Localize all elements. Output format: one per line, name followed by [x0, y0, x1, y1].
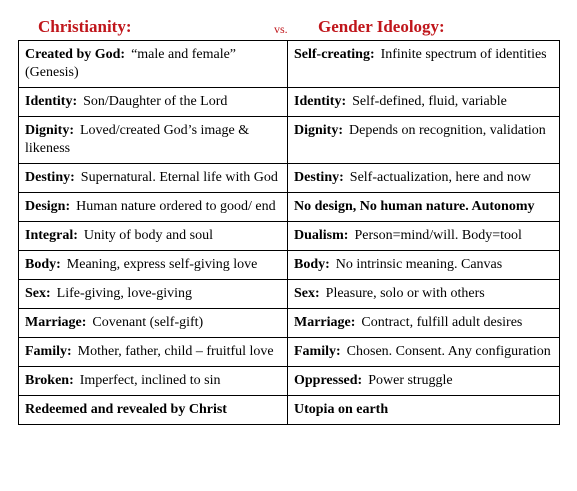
cell-label: Integral:	[25, 228, 78, 243]
right-heading: Gender Ideology:	[318, 17, 445, 36]
cell-text: Human nature ordered to good/ end	[76, 199, 276, 214]
table-cell: Design: Human nature ordered to good/ end	[18, 192, 288, 222]
table-cell: Marriage: Contract, fulfill adult desires	[287, 308, 560, 338]
cell-text: Self-defined, fluid, variable	[352, 94, 507, 109]
table-cell: Body: No intrinsic meaning. Canvas	[287, 250, 560, 280]
table-cell: Created by God: “male and female” (Genesi…	[18, 40, 288, 88]
table-row: Redeemed and revealed by Christ Utopia on…	[18, 395, 560, 425]
table-row: Broken: Imperfect, inclined to sin Oppress…	[18, 366, 560, 396]
cell-text: Life-giving, love-giving	[56, 286, 192, 301]
cell-label: Marriage:	[25, 315, 87, 330]
table-cell: Sex: Life-giving, love-giving	[18, 279, 288, 309]
table-cell: Dignity: Depends on recognition, validati…	[287, 116, 560, 164]
cell-text: No intrinsic meaning. Canvas	[335, 257, 503, 272]
cell-label: Dualism:	[294, 228, 349, 243]
cell-text: Infinite spectrum of identities	[380, 47, 547, 62]
cell-label: Dignity:	[294, 123, 343, 138]
table-cell: No design, No human nature. Autonomy	[287, 192, 560, 222]
table-cell: Marriage: Covenant (self-gift)	[18, 308, 288, 338]
table-cell: Family: Mother, father, child – fruitful …	[18, 337, 288, 367]
cell-label: Identity:	[25, 94, 78, 109]
cell-label: Utopia on earth	[294, 402, 389, 417]
cell-label: Identity:	[294, 94, 347, 109]
cell-label: Destiny:	[25, 170, 75, 185]
cell-label: Body:	[25, 257, 61, 272]
table-cell: Redeemed and revealed by Christ	[18, 395, 288, 425]
cell-text: Depends on recognition, validation	[349, 123, 546, 138]
table-row: Marriage: Covenant (self-gift) Marriage: Co…	[18, 308, 560, 338]
cell-label: Created by God:	[25, 47, 126, 62]
cell-text: Mother, father, child – fruitful love	[77, 344, 274, 359]
table-row: Sex: Life-giving, love-giving Sex: Pleasure…	[18, 279, 560, 309]
cell-label: Broken:	[25, 373, 74, 388]
table-row: Body: Meaning, express self-giving love Bo…	[18, 250, 560, 280]
table-cell: Identity: Son/Daughter of the Lord	[18, 87, 288, 117]
cell-label: Design:	[25, 199, 71, 214]
cell-text: Son/Daughter of the Lord	[83, 94, 228, 109]
cell-text: Person=mind/will. Body=tool	[354, 228, 522, 243]
table-row: Destiny: Supernatural. Eternal life with …	[18, 163, 560, 193]
table-cell: Destiny: Self-actualization, here and now	[287, 163, 560, 193]
cell-label: Dignity:	[25, 123, 74, 138]
table-cell: Destiny: Supernatural. Eternal life with …	[18, 163, 288, 193]
cell-label: Family:	[25, 344, 72, 359]
table-cell: Body: Meaning, express self-giving love	[18, 250, 288, 280]
cell-text: Meaning, express self-giving love	[66, 257, 258, 272]
cell-text: Covenant (self-gift)	[92, 315, 204, 330]
cell-text: Chosen. Consent. Any configuration	[346, 344, 551, 359]
table-cell: Self-creating: Infinite spectrum of ident…	[287, 40, 560, 88]
cell-text: Self-actualization, here and now	[349, 170, 531, 185]
cell-label: Family:	[294, 344, 341, 359]
vs-label: vs.	[274, 22, 288, 36]
table-cell: Sex: Pleasure, solo or with others	[287, 279, 560, 309]
cell-text: Loved/created God’s image & likeness	[25, 123, 250, 156]
table-cell: Dignity: Loved/created God’s image & like…	[18, 116, 288, 164]
table-row: Dignity: Loved/created God’s image & like…	[18, 116, 560, 164]
table-row: Integral: Unity of body and soul Dualism: P…	[18, 221, 560, 251]
cell-label: Redeemed and revealed by Christ	[25, 402, 227, 417]
table-cell: Dualism: Person=mind/will. Body=tool	[287, 221, 560, 251]
table-cell: Utopia on earth	[287, 395, 560, 425]
cell-text: Contract, fulfill adult desires	[361, 315, 523, 330]
table-row: Design: Human nature ordered to good/ end…	[18, 192, 560, 222]
cell-label: Oppressed:	[294, 373, 363, 388]
table-row: Created by God: “male and female” (Genesi…	[18, 40, 560, 88]
cell-label: No design, No human nature. Autonomy	[294, 199, 535, 214]
cell-label: Sex:	[25, 286, 51, 301]
table-cell: Identity: Self-defined, fluid, variable	[287, 87, 560, 117]
cell-label: Body:	[294, 257, 330, 272]
left-heading: Christianity:	[38, 17, 132, 36]
cell-text: Power struggle	[368, 373, 453, 388]
comparison-table: Created by God: “male and female” (Genesi…	[18, 40, 560, 425]
table-cell: Family: Chosen. Consent. Any configuratio…	[287, 337, 560, 367]
cell-text: Supernatural. Eternal life with God	[80, 170, 278, 185]
table-cell: Broken: Imperfect, inclined to sin	[18, 366, 288, 396]
cell-label: Self-creating:	[294, 47, 375, 62]
table-row: Family: Mother, father, child – fruitful …	[18, 337, 560, 367]
cell-text: Pleasure, solo or with others	[325, 286, 485, 301]
cell-label: Destiny:	[294, 170, 344, 185]
cell-text: Imperfect, inclined to sin	[79, 373, 221, 388]
cell-text: Unity of body and soul	[83, 228, 213, 243]
cell-label: Marriage:	[294, 315, 356, 330]
cell-label: Sex:	[294, 286, 320, 301]
table-cell: Integral: Unity of body and soul	[18, 221, 288, 251]
cell-text: “male and female” (Genesis)	[25, 47, 237, 80]
table-cell: Oppressed: Power struggle	[287, 366, 560, 396]
table-row: Identity: Son/Daughter of the Lord Identit…	[18, 87, 560, 117]
